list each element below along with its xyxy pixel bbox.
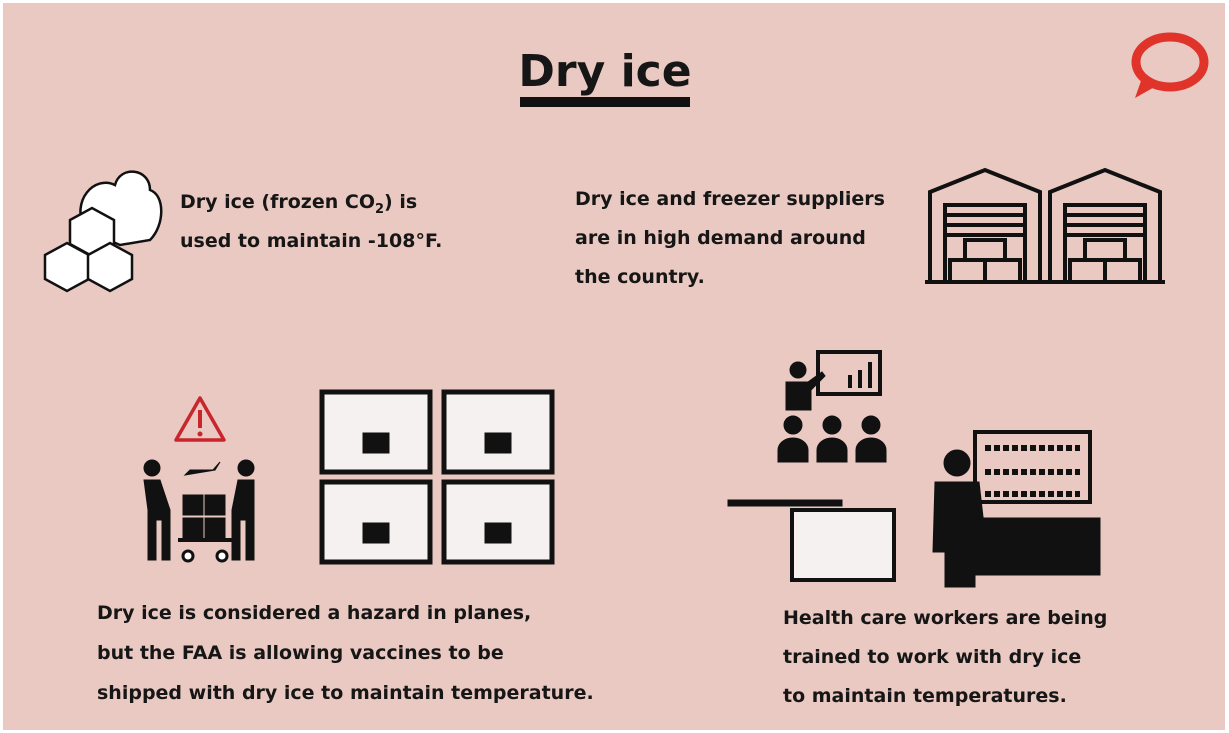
clinic-icon-part <box>792 510 894 580</box>
training-icon-part <box>784 416 802 434</box>
text-line: used to maintain -108°F. <box>180 230 442 252</box>
training-icon-part <box>778 438 808 462</box>
title-underline <box>520 97 690 107</box>
clinic-icon-part <box>975 518 1100 575</box>
warning-icon-part <box>198 432 203 437</box>
text-part: Dry ice (frozen CO <box>180 191 375 213</box>
text-line: the country. <box>575 266 705 288</box>
cooler-icon-part <box>322 392 430 472</box>
page: Dry ice Dry ice (frozen CO2) is used to … <box>0 0 1229 733</box>
cooler-icon-part <box>444 392 552 472</box>
shipping-icon-part <box>144 460 160 476</box>
cooler-icon-part <box>487 435 509 451</box>
training-icon-part <box>790 362 806 378</box>
text-line: trained to work with dry ice <box>783 646 1081 668</box>
title: Dry ice <box>518 46 691 97</box>
cooler-icon-part <box>444 482 552 562</box>
cooler-icon-part <box>365 435 387 451</box>
cooler-icon-part <box>322 482 430 562</box>
shipping-icon-part <box>205 518 225 538</box>
training-icon-part <box>823 416 841 434</box>
text-part: ) is <box>384 191 417 213</box>
text-line: to maintain temperatures. <box>783 685 1067 707</box>
infographic: Dry ice Dry ice (frozen CO2) is used to … <box>0 0 1229 733</box>
text-line: are in high demand around <box>575 227 866 249</box>
training-icon-part <box>862 416 880 434</box>
subscript: 2 <box>375 202 384 217</box>
text-line: shipped with dry ice to maintain tempera… <box>97 682 594 704</box>
text-line: Health care workers are being <box>783 607 1107 629</box>
cooler-icon-part <box>365 525 387 541</box>
training-icon-part <box>817 438 847 462</box>
clinic-icon-part <box>944 450 970 476</box>
dry-ice-icon-part <box>88 243 132 291</box>
shipping-icon-part <box>183 518 203 538</box>
shipping-icon-part <box>217 551 227 561</box>
text-line: Dry ice and freezer suppliers <box>575 188 885 210</box>
shipping-icon-part <box>238 460 254 476</box>
clinic-icon-part <box>728 500 842 506</box>
shipping-icon-part <box>183 495 203 515</box>
dry-ice-icon-part <box>45 243 89 291</box>
text-line: but the FAA is allowing vaccines to be <box>97 642 504 664</box>
cooler-icon-part <box>487 525 509 541</box>
shipping-icon-part <box>183 551 193 561</box>
shipping-icon-part <box>205 495 225 515</box>
text-line: Dry ice is considered a hazard in planes… <box>97 602 531 624</box>
training-icon-part <box>856 438 886 462</box>
